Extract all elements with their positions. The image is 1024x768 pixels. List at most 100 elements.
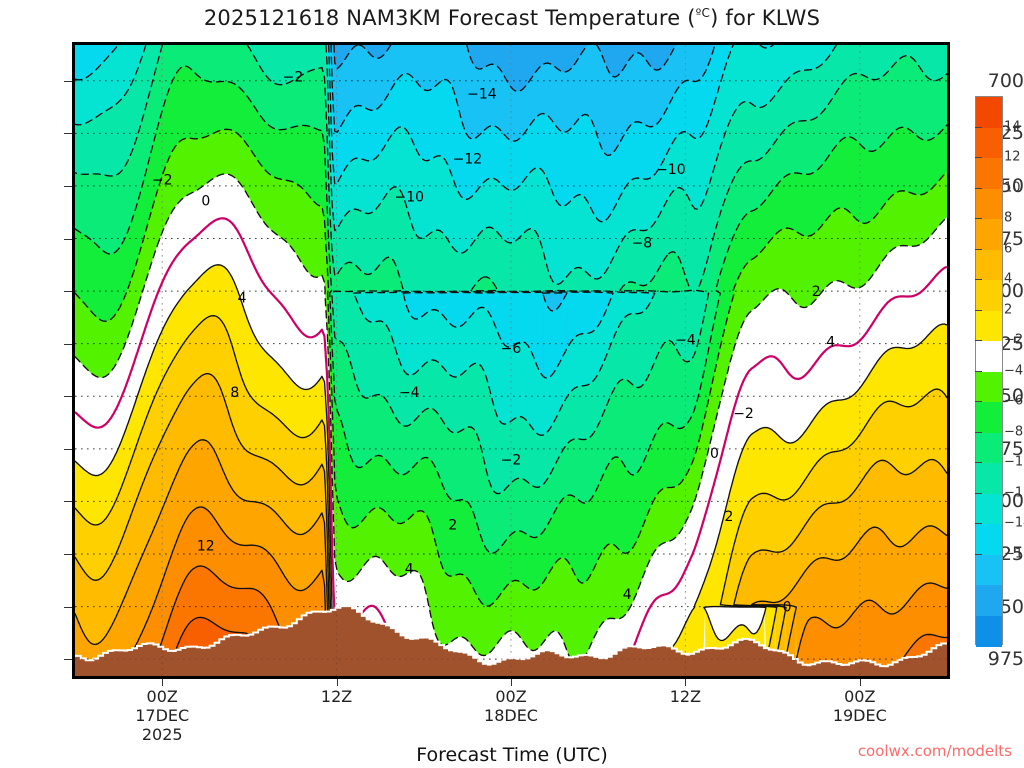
contour-line-negative	[352, 289, 656, 436]
contour-label: −2	[152, 173, 173, 189]
x-axis-tick	[859, 679, 861, 686]
colorbar-band	[976, 463, 1002, 495]
colorbar-tick	[975, 157, 982, 158]
colorbar	[975, 96, 1003, 647]
y-axis-tick	[64, 554, 72, 555]
y-axis-tick	[64, 501, 72, 503]
contour-label: −10	[656, 162, 686, 178]
colorbar-tick	[975, 340, 982, 341]
contour-label: −6	[501, 341, 522, 357]
colorbar-band	[976, 249, 1002, 281]
contour-label: 12	[197, 539, 215, 555]
watermark-link[interactable]: coolwx.com/modelts	[857, 742, 1012, 760]
contour-plot-svg: −2 −2 0 4 8 12 −14 −12 −10 −10 −8 −6 −4 −4 −2 −2 0 2 2 2 4 4 4…	[75, 45, 947, 676]
contour-label: −8	[631, 236, 652, 252]
colorbar-tick	[975, 523, 982, 524]
contour-label: 0	[710, 446, 719, 462]
y-axis-tick	[64, 238, 72, 240]
contour-line-negative	[358, 45, 392, 59]
x-axis-title: Forecast Time (UTC)	[416, 744, 608, 766]
contour-line-negative	[470, 276, 499, 292]
contour-line-negative	[402, 291, 614, 379]
colorbar-band	[976, 585, 1002, 617]
y-axis-tick-label: 975	[987, 648, 1024, 671]
colorbar-tick-label: −12	[1004, 485, 1024, 500]
contour-label: −2	[283, 70, 304, 86]
contour-label: 4	[405, 562, 414, 578]
contour-label: −14	[467, 86, 497, 102]
contour-label: −10	[394, 189, 424, 205]
x-axis-tick-label: 00Z 19DEC	[833, 687, 887, 725]
x-axis-tick-label: 12Z	[670, 687, 701, 706]
colorbar-tick	[975, 126, 982, 128]
contour-label: 4	[826, 335, 835, 351]
colorbar-tick-label: −2	[1004, 332, 1024, 348]
colorbar-tick	[975, 431, 982, 433]
colorbar-band	[976, 432, 1002, 464]
colorbar-tick-label: 4	[1004, 271, 1013, 287]
contour-line-positive	[792, 582, 947, 676]
contour-line-positive	[750, 525, 947, 676]
colorbar-tick-label: −4	[1004, 363, 1024, 378]
contour-line-negative	[595, 45, 677, 78]
page-title: 2025121618 NAM3KM Forecast Temperature (…	[0, 6, 1024, 30]
colorbar-tick	[975, 553, 982, 555]
x-axis-tick	[511, 679, 512, 686]
x-tick-year: 2025	[141, 725, 183, 744]
contour-line-positive	[639, 323, 947, 676]
contour-lines	[75, 45, 947, 676]
colorbar-tick-label: 2	[1004, 302, 1013, 317]
y-axis-tick	[64, 659, 72, 661]
colorbar-tick	[975, 218, 982, 219]
freezing-line-path	[613, 265, 947, 676]
contour-line-positive	[719, 388, 947, 676]
title-pre: 2025121618 NAM3KM Forecast Temperature (	[203, 6, 696, 30]
contour-label: 2	[448, 518, 457, 534]
colorbar-tick	[975, 401, 982, 402]
contour-line-positive	[75, 439, 330, 676]
contour-labels: −2 −2 0 4 8 12 −14 −12 −10 −10 −8 −6 −4 −4 −2 −2 0 2 2 2 4 4 4…	[152, 70, 835, 616]
colorbar-tick-label: −14	[1004, 515, 1024, 531]
colorbar-tick	[975, 187, 982, 189]
colorbar-band	[976, 371, 1002, 403]
colorbar-tick-label: −16	[1004, 546, 1024, 561]
contour-line-negative	[328, 45, 734, 223]
colorbar-band	[976, 97, 1002, 129]
contour-label: 0	[201, 194, 210, 210]
contour-line-positive	[75, 373, 332, 676]
contour-line-negative	[75, 128, 947, 607]
x-axis-tick	[336, 679, 338, 686]
title-post: ) for KLWS	[710, 6, 821, 30]
colorbar-band	[976, 310, 1002, 342]
x-tick-time: 00Z	[495, 687, 527, 706]
contour-line-negative	[75, 173, 947, 667]
colorbar-band	[976, 524, 1002, 556]
colorbar-tick-label: 12	[1004, 149, 1021, 165]
contour-line-negative	[333, 45, 359, 70]
colorbar-band	[976, 158, 1002, 190]
contour-label: 8	[230, 385, 239, 401]
colorbar-tick-label: 14	[1004, 119, 1021, 134]
contour-line-negative	[246, 45, 947, 495]
colorbar-tick	[975, 370, 982, 372]
x-axis-tick	[162, 679, 164, 686]
colorbar-tick-label: −6	[1004, 393, 1024, 409]
x-axis-tick	[685, 679, 687, 686]
contour-line-positive	[733, 458, 947, 676]
contour-label: −4	[399, 385, 420, 401]
y-axis-tick	[64, 185, 72, 187]
contour-label: −4	[675, 332, 696, 348]
colorbar-tick	[975, 492, 982, 494]
colorbar-band	[976, 554, 1002, 586]
y-axis-tick	[64, 606, 72, 608]
colorbar-band	[976, 188, 1002, 220]
y-axis-tick	[64, 448, 72, 450]
contour-line-positive	[703, 605, 767, 642]
y-axis-tick	[64, 396, 72, 398]
title-unit: ºC	[695, 6, 711, 20]
colorbar-band	[976, 402, 1002, 434]
colorbar-tick-label: 6	[1004, 241, 1013, 256]
contour-line-negative	[75, 65, 947, 554]
x-tick-date: 18DEC	[484, 706, 538, 725]
y-axis-tick	[64, 133, 72, 135]
